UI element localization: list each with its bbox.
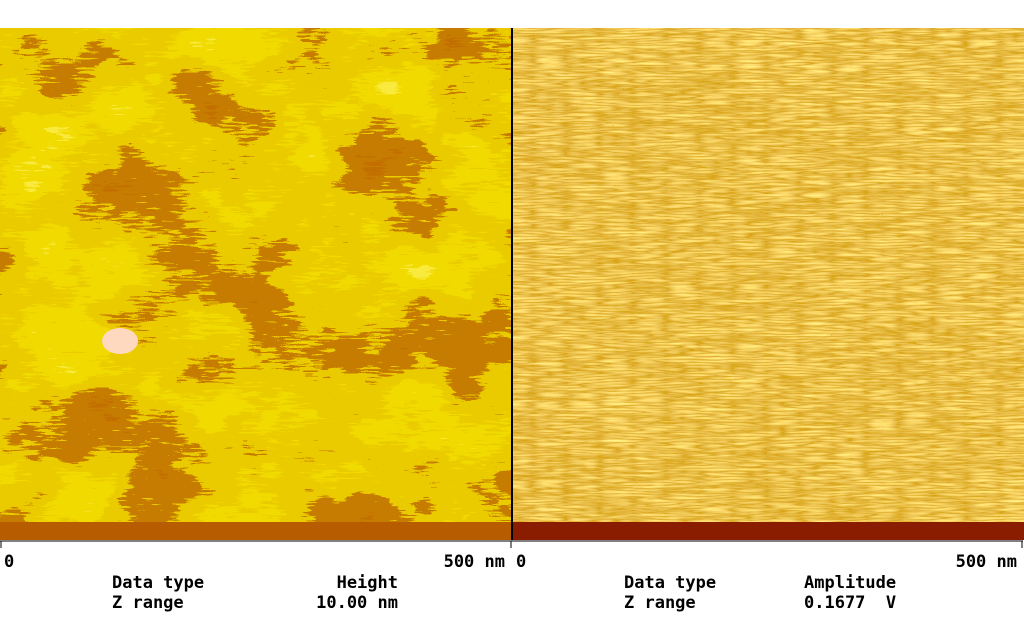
- height-image: [0, 28, 511, 540]
- field-label: Z range: [112, 593, 184, 613]
- amplitude-image: [513, 28, 1024, 540]
- field-value: 10.00 nm: [316, 593, 398, 613]
- scale-bar: [0, 540, 1023, 548]
- scale-end: 500 nm: [956, 552, 1017, 572]
- divider: [511, 28, 513, 540]
- field-label: Data type: [624, 573, 716, 593]
- field-value: 0.1677 V: [804, 593, 896, 613]
- scale-start: 0: [516, 552, 526, 572]
- scale-start: 0: [4, 552, 14, 572]
- scale-end: 500 nm: [444, 552, 505, 572]
- field-value: Height: [337, 573, 398, 593]
- field-value: Amplitude: [804, 573, 896, 593]
- field-label: Z range: [624, 593, 696, 613]
- field-label: Data type: [112, 573, 204, 593]
